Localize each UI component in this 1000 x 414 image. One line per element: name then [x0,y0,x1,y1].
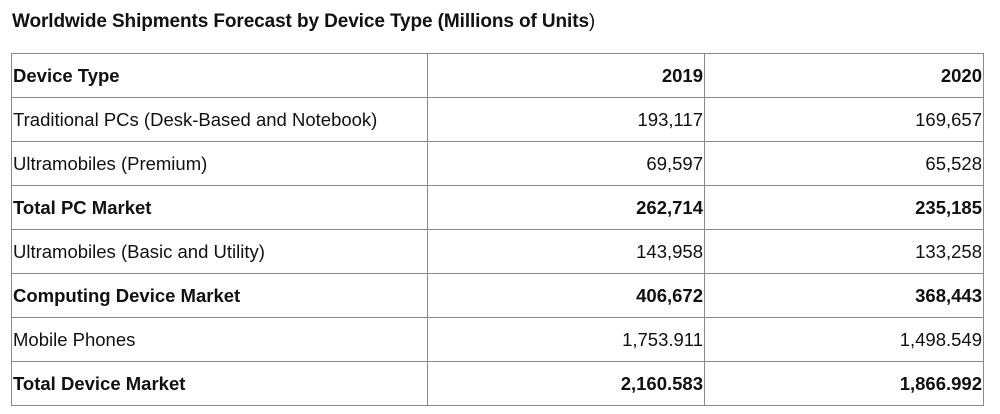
table-row: Mobile Phones 1,753.911 1,498.549 [11,317,984,362]
column-header-device-type: Device Type [11,53,428,98]
value-2020-cell: 65,528 [704,141,984,186]
table-title: Worldwide Shipments Forecast by Device T… [12,11,595,33]
table-title-close-paren: ) [588,11,596,32]
device-type-cell: Traditional PCs (Desk-Based and Notebook… [11,97,428,142]
table-row: Total Device Market 2,160.583 1,866.992 [11,361,984,406]
value-2019-cell: 2,160.583 [427,361,705,406]
table-row: Total PC Market 262,714 235,185 [11,185,984,230]
value-2019-cell: 193,117 [427,97,705,142]
table-row: Traditional PCs (Desk-Based and Notebook… [11,97,984,142]
value-2020-cell: 169,657 [704,97,984,142]
value-2020-cell: 368,443 [704,273,984,318]
shipments-forecast-table: Device Type 2019 2020 Traditional PCs (D… [11,53,984,406]
device-type-cell: Ultramobiles (Basic and Utility) [11,229,428,274]
table-row: Computing Device Market 406,672 368,443 [11,273,984,318]
device-type-cell: Mobile Phones [11,317,428,362]
table-body: Traditional PCs (Desk-Based and Notebook… [11,97,984,406]
device-type-cell: Total Device Market [11,361,428,406]
value-2019-cell: 406,672 [427,273,705,318]
column-header-2019: 2019 [427,53,705,98]
table-row: Ultramobiles (Basic and Utility) 143,958 1… [11,229,984,274]
value-2019-cell: 143,958 [427,229,705,274]
table-title-text: Worldwide Shipments Forecast by Device T… [12,11,589,32]
column-header-2020: 2020 [704,53,984,98]
value-2020-cell: 133,258 [704,229,984,274]
value-2019-cell: 262,714 [427,185,705,230]
table-header-row: Device Type 2019 2020 [11,53,984,98]
value-2019-cell: 69,597 [427,141,705,186]
device-type-cell: Ultramobiles (Premium) [11,141,428,186]
table-row: Ultramobiles (Premium) 69,597 65,528 [11,141,984,186]
device-type-cell: Total PC Market [11,185,428,230]
value-2020-cell: 235,185 [704,185,984,230]
value-2020-cell: 1,498.549 [704,317,984,362]
value-2020-cell: 1,866.992 [704,361,984,406]
device-type-cell: Computing Device Market [11,273,428,318]
cut-off-footnote [12,407,572,414]
value-2019-cell: 1,753.911 [427,317,705,362]
